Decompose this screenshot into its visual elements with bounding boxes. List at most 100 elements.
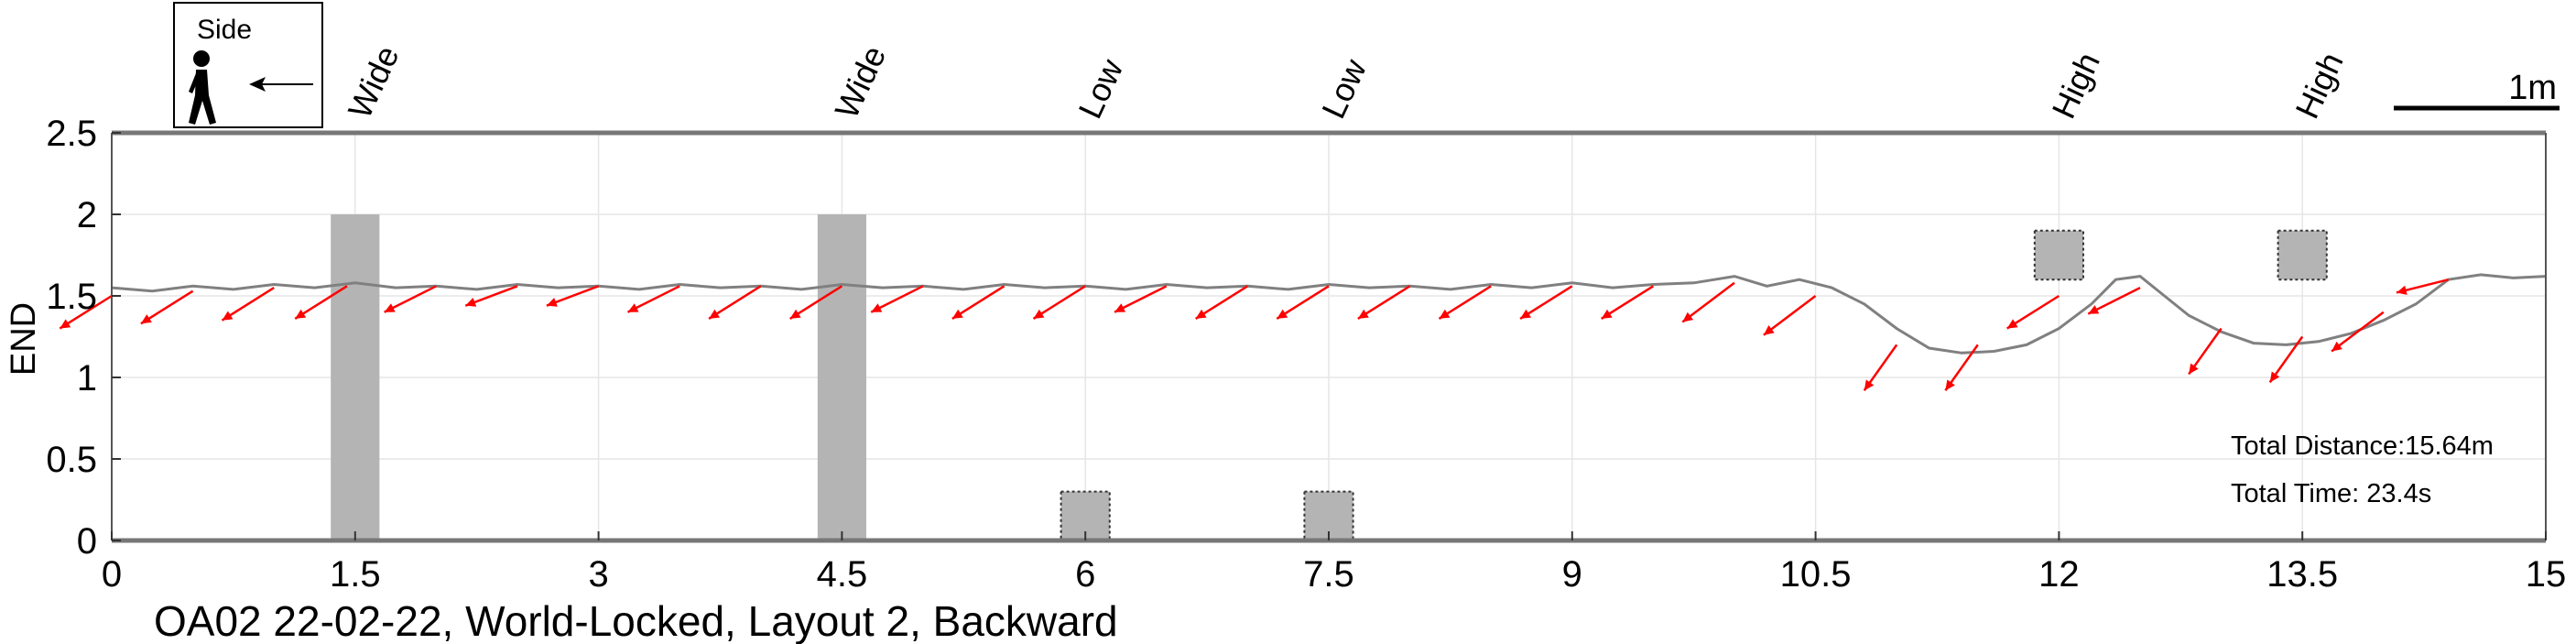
- arrow-head: [627, 303, 639, 312]
- arrow-head: [1601, 309, 1613, 319]
- arrow-shaft: [2006, 294, 2060, 330]
- legend-label: Side: [197, 15, 252, 45]
- arrow-head: [2331, 341, 2342, 352]
- y-tick-labels: 0 0.5 1 1.5 2 2.5: [46, 114, 121, 562]
- arrow-shaft: [789, 285, 843, 320]
- arrow-shaft: [1519, 285, 1573, 320]
- arrow-head: [2396, 285, 2408, 295]
- arrow-left-icon: [249, 77, 313, 92]
- arrow-head: [2006, 319, 2018, 329]
- trajectory-path: [111, 273, 2547, 355]
- arrow-shaft: [708, 285, 762, 320]
- orientation-arrow: [2006, 294, 2060, 330]
- arrow-shaft: [1276, 285, 1330, 320]
- orientation-arrow: [2268, 335, 2304, 384]
- x-tick-label: 1.5: [330, 554, 381, 595]
- y-tick-label: 0.5: [46, 440, 97, 480]
- orientation-arrow: [384, 285, 437, 313]
- grid: [111, 132, 2547, 541]
- arrow-head: [789, 309, 801, 319]
- orientation-arrow: [1195, 285, 1249, 320]
- obstacle-high: [2277, 229, 2328, 281]
- x-tick-label: 4.5: [817, 554, 868, 595]
- arrow-head: [1864, 379, 1875, 391]
- y-axis-label: END: [5, 302, 43, 376]
- orientation-arrow: [951, 285, 1005, 320]
- orientation-arrow: [294, 285, 348, 320]
- arrow-shaft: [140, 289, 194, 325]
- x-tick-label: 7.5: [1303, 554, 1354, 595]
- orientation-arrow: [870, 285, 924, 313]
- orientation-arrow: [1944, 344, 1979, 391]
- x-tick-label: 6: [1075, 554, 1095, 595]
- total-time-annotation: Total Time: 23.4s: [2231, 479, 2431, 508]
- total-distance-annotation: Total Distance:15.64m: [2231, 431, 2494, 461]
- arrow-head: [465, 297, 477, 307]
- orientation-arrow: [1276, 285, 1330, 320]
- orientation-arrow: [708, 285, 762, 320]
- orientation-arrow: [221, 287, 275, 322]
- obstacle-label: High: [2288, 47, 2350, 124]
- x-tick-label: 12: [2038, 554, 2080, 595]
- arrow-head: [871, 303, 883, 312]
- orientation-arrow: [1863, 344, 1898, 391]
- arrow-shaft: [1438, 285, 1492, 320]
- orientation-arrow: [2396, 278, 2449, 295]
- obstacle-label: Low: [1314, 52, 1374, 124]
- x-tick-labels: 0 1.5 3 4.5 6 7.5 9 10.5 12 13.5 15: [102, 531, 2566, 595]
- orientation-arrow: [789, 285, 843, 320]
- arrow-head: [1357, 309, 1369, 319]
- arrow-head: [1033, 309, 1045, 319]
- arrow-shaft: [1357, 285, 1411, 320]
- y-tick-label: 2: [77, 195, 97, 235]
- arrow-head: [1945, 379, 1955, 391]
- orientation-arrow: [59, 294, 113, 330]
- arrow-shaft: [59, 294, 113, 330]
- walking-person-icon: [189, 50, 216, 125]
- orientation-arrow: [1601, 285, 1655, 320]
- arrow-head: [1114, 303, 1126, 312]
- orientation-arrow: [140, 289, 194, 325]
- x-tick-label: 0: [102, 554, 122, 595]
- y-tick-label: 2.5: [46, 114, 97, 154]
- arrow-head: [1763, 325, 1775, 335]
- orientation-arrow: [2331, 311, 2385, 353]
- scale-bar: 1m: [2394, 69, 2560, 111]
- obstacle-high: [2033, 229, 2084, 281]
- y-tick-label: 1.5: [46, 277, 97, 317]
- arrow-head: [295, 309, 307, 319]
- x-tick-label: 13.5: [2266, 554, 2338, 595]
- arrow-shaft: [1032, 285, 1086, 320]
- obstacle-wide: [817, 214, 866, 540]
- arrow-head: [1682, 311, 1694, 322]
- obstacle-label: Wide: [827, 40, 893, 125]
- arrow-shaft: [1195, 285, 1249, 320]
- x-tick-label: 10.5: [1780, 554, 1852, 595]
- orientation-arrow: [1032, 285, 1086, 320]
- arrow-head: [546, 297, 558, 307]
- arrow-head: [140, 314, 152, 324]
- arrow-head: [1520, 309, 1532, 319]
- x-tick-label: 15: [2526, 554, 2567, 595]
- obstacle-wide: [331, 214, 380, 540]
- orientation-arrow: [2087, 286, 2141, 315]
- arrow-shaft: [294, 285, 348, 320]
- chart-title: OA02 22-02-22, World-Locked, Layout 2, B…: [154, 597, 1118, 644]
- arrow-head: [951, 309, 963, 319]
- arrow-shaft: [1601, 285, 1655, 320]
- y-tick-label: 1: [77, 358, 97, 398]
- orientation-arrow: [1114, 285, 1168, 313]
- arrow-head: [2269, 371, 2280, 383]
- arrow-head: [2088, 305, 2100, 314]
- obstacle-label: High: [2044, 47, 2106, 124]
- orientation-arrow: [546, 285, 600, 307]
- arrow-head: [2189, 363, 2199, 375]
- scale-bar-label: 1m: [2508, 69, 2557, 107]
- x-tick-label: 9: [1562, 554, 1582, 595]
- orientation-arrow: [1438, 285, 1492, 320]
- trajectory-line: [111, 273, 2547, 355]
- obstacles: [331, 214, 2328, 541]
- arrow-head: [1195, 309, 1207, 319]
- x-tick-label: 3: [588, 554, 608, 595]
